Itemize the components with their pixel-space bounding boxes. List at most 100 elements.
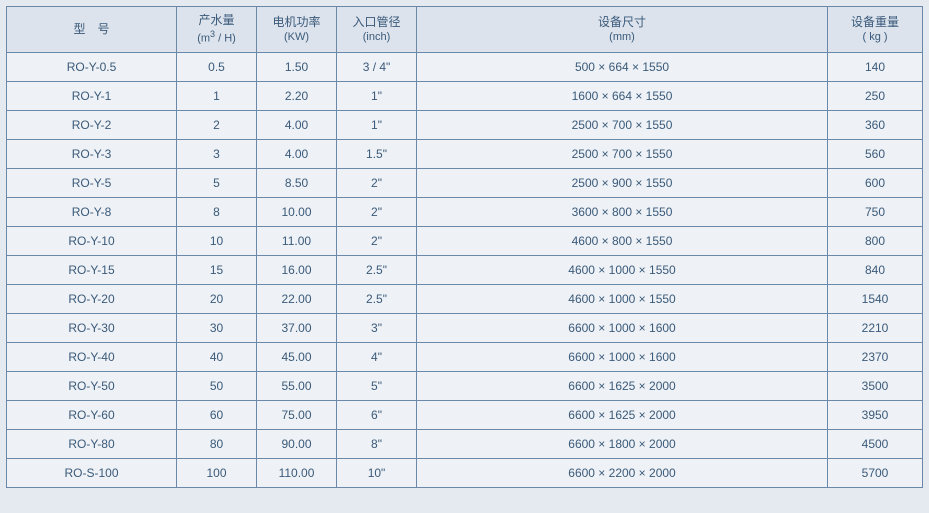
cell-model: RO-Y-20 xyxy=(7,285,177,314)
table-row: RO-Y-505055.005"6600 × 1625 × 20003500 xyxy=(7,372,923,401)
cell-flow: 2 xyxy=(177,111,257,140)
cell-weight: 360 xyxy=(828,111,923,140)
cell-weight: 600 xyxy=(828,169,923,198)
cell-inlet: 8" xyxy=(337,430,417,459)
cell-model: RO-Y-2 xyxy=(7,111,177,140)
cell-model: RO-Y-3 xyxy=(7,140,177,169)
cell-flow: 1 xyxy=(177,82,257,111)
cell-power: 2.20 xyxy=(257,82,337,111)
cell-model: RO-Y-30 xyxy=(7,314,177,343)
cell-weight: 800 xyxy=(828,227,923,256)
table-row: RO-Y-404045.004"6600 × 1000 × 16002370 xyxy=(7,343,923,372)
table-row: RO-Y-606075.006"6600 × 1625 × 20003950 xyxy=(7,401,923,430)
cell-dims: 2500 × 700 × 1550 xyxy=(417,111,828,140)
cell-weight: 560 xyxy=(828,140,923,169)
cell-power: 110.00 xyxy=(257,459,337,488)
table-header-row: 型 号 产水量 (m3 / H) 电机功率 (KW) 入口管径 (inch) 设… xyxy=(7,7,923,53)
col-header-dims: 设备尺寸 (mm) xyxy=(417,7,828,53)
table-row: RO-Y-0.50.51.503 / 4"500 × 664 × 1550140 xyxy=(7,53,923,82)
col-label: 产水量 xyxy=(177,12,256,28)
cell-inlet: 6" xyxy=(337,401,417,430)
cell-power: 4.00 xyxy=(257,111,337,140)
cell-dims: 6600 × 1000 × 1600 xyxy=(417,314,828,343)
col-label: 设备重量 xyxy=(828,14,922,30)
cell-power: 4.00 xyxy=(257,140,337,169)
cell-model: RO-Y-40 xyxy=(7,343,177,372)
cell-inlet: 3 / 4" xyxy=(337,53,417,82)
cell-flow: 20 xyxy=(177,285,257,314)
cell-power: 11.00 xyxy=(257,227,337,256)
cell-flow: 60 xyxy=(177,401,257,430)
col-label: 入口管径 xyxy=(337,14,416,30)
cell-flow: 3 xyxy=(177,140,257,169)
col-header-inlet: 入口管径 (inch) xyxy=(337,7,417,53)
cell-power: 10.00 xyxy=(257,198,337,227)
cell-flow: 8 xyxy=(177,198,257,227)
col-unit: (inch) xyxy=(337,30,416,45)
cell-inlet: 2.5" xyxy=(337,285,417,314)
cell-power: 16.00 xyxy=(257,256,337,285)
cell-weight: 4500 xyxy=(828,430,923,459)
cell-dims: 2500 × 700 × 1550 xyxy=(417,140,828,169)
col-unit: ( kg ) xyxy=(828,30,922,45)
cell-flow: 50 xyxy=(177,372,257,401)
cell-inlet: 2.5" xyxy=(337,256,417,285)
cell-dims: 3600 × 800 × 1550 xyxy=(417,198,828,227)
cell-inlet: 1.5" xyxy=(337,140,417,169)
cell-weight: 2210 xyxy=(828,314,923,343)
cell-power: 22.00 xyxy=(257,285,337,314)
cell-dims: 4600 × 1000 × 1550 xyxy=(417,256,828,285)
col-header-weight: 设备重量 ( kg ) xyxy=(828,7,923,53)
cell-inlet: 1" xyxy=(337,111,417,140)
cell-inlet: 10" xyxy=(337,459,417,488)
cell-dims: 6600 × 1625 × 2000 xyxy=(417,372,828,401)
cell-dims: 6600 × 2200 × 2000 xyxy=(417,459,828,488)
table-row: RO-Y-224.001"2500 × 700 × 1550360 xyxy=(7,111,923,140)
cell-power: 75.00 xyxy=(257,401,337,430)
cell-model: RO-Y-8 xyxy=(7,198,177,227)
cell-model: RO-Y-5 xyxy=(7,169,177,198)
cell-weight: 3950 xyxy=(828,401,923,430)
cell-inlet: 2" xyxy=(337,169,417,198)
cell-weight: 3500 xyxy=(828,372,923,401)
cell-flow: 80 xyxy=(177,430,257,459)
cell-dims: 500 × 664 × 1550 xyxy=(417,53,828,82)
cell-power: 45.00 xyxy=(257,343,337,372)
cell-model: RO-Y-80 xyxy=(7,430,177,459)
col-header-power: 电机功率 (KW) xyxy=(257,7,337,53)
cell-flow: 5 xyxy=(177,169,257,198)
cell-dims: 2500 × 900 × 1550 xyxy=(417,169,828,198)
cell-inlet: 4" xyxy=(337,343,417,372)
table-row: RO-Y-808090.008"6600 × 1800 × 20004500 xyxy=(7,430,923,459)
cell-power: 37.00 xyxy=(257,314,337,343)
col-header-flow: 产水量 (m3 / H) xyxy=(177,7,257,53)
cell-flow: 10 xyxy=(177,227,257,256)
cell-inlet: 3" xyxy=(337,314,417,343)
cell-inlet: 1" xyxy=(337,82,417,111)
cell-flow: 30 xyxy=(177,314,257,343)
cell-model: RO-Y-0.5 xyxy=(7,53,177,82)
cell-weight: 5700 xyxy=(828,459,923,488)
cell-model: RO-Y-60 xyxy=(7,401,177,430)
cell-weight: 840 xyxy=(828,256,923,285)
cell-power: 1.50 xyxy=(257,53,337,82)
col-unit: (KW) xyxy=(257,30,336,45)
cell-power: 55.00 xyxy=(257,372,337,401)
cell-model: RO-S-100 xyxy=(7,459,177,488)
table-row: RO-Y-334.001.5"2500 × 700 × 1550560 xyxy=(7,140,923,169)
cell-flow: 15 xyxy=(177,256,257,285)
cell-inlet: 5" xyxy=(337,372,417,401)
col-label: 电机功率 xyxy=(257,14,336,30)
cell-dims: 6600 × 1000 × 1600 xyxy=(417,343,828,372)
cell-model: RO-Y-1 xyxy=(7,82,177,111)
cell-model: RO-Y-50 xyxy=(7,372,177,401)
cell-model: RO-Y-10 xyxy=(7,227,177,256)
cell-dims: 4600 × 1000 × 1550 xyxy=(417,285,828,314)
table-row: RO-Y-8810.002"3600 × 800 × 1550750 xyxy=(7,198,923,227)
cell-inlet: 2" xyxy=(337,227,417,256)
cell-power: 90.00 xyxy=(257,430,337,459)
table-body: RO-Y-0.50.51.503 / 4"500 × 664 × 1550140… xyxy=(7,53,923,488)
cell-inlet: 2" xyxy=(337,198,417,227)
cell-flow: 100 xyxy=(177,459,257,488)
cell-weight: 1540 xyxy=(828,285,923,314)
